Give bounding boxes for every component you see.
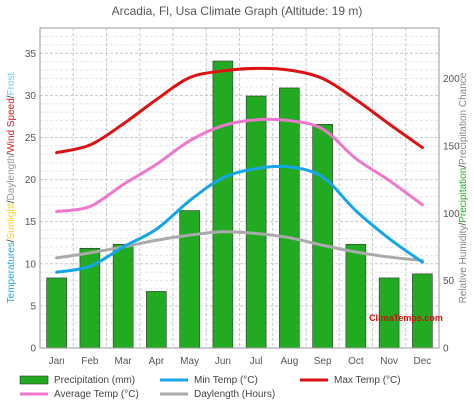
precipitation-bar <box>146 291 167 349</box>
precipitation-bar <box>179 210 200 349</box>
x-tick-label: Apr <box>149 356 165 367</box>
legend-label: Min Temp (°C) <box>194 375 258 386</box>
legend-label: Daylength (Hours) <box>194 389 275 400</box>
axis-title-part: Sunlight <box>6 203 17 239</box>
x-tick-label: Jul <box>250 356 263 367</box>
average-temp-line <box>55 117 424 214</box>
axis-title-part: / <box>6 95 17 98</box>
axis-title-part: Precipitation <box>458 168 469 223</box>
axis-title-part: Relative Humidity <box>458 226 469 304</box>
right-axis-title: Relative Humidity/Precipitation/Precipit… <box>458 72 469 303</box>
axis-title-part: / <box>458 165 469 168</box>
precipitation-bar <box>112 243 134 349</box>
x-tick-label: Mar <box>115 356 133 367</box>
axis-title-part: / <box>6 200 17 203</box>
x-tick-label: Dec <box>413 356 431 367</box>
x-tick-label: Oct <box>348 356 364 367</box>
x-tick-label: May <box>180 356 199 367</box>
axis-title-part: Precipitation Chance <box>458 72 469 165</box>
legend-label: Precipitation (mm) <box>54 375 135 386</box>
right-axis-ticks: 0 50 100 150 200 <box>443 74 460 354</box>
precipitation-bar <box>212 60 234 349</box>
right-tick-label: 150 <box>443 141 460 152</box>
left-axis-ticks: 0 5 10 15 20 25 30 35 <box>25 49 37 355</box>
axis-title-part: Daylength <box>6 155 17 200</box>
right-tick-label: 50 <box>443 276 455 287</box>
chart-title: Arcadia, Fl, Usa Climate Graph (Altitude… <box>112 4 363 18</box>
right-tick-label: 0 <box>443 344 449 355</box>
precipitation-bar <box>312 124 333 349</box>
min-temp-line <box>55 164 424 274</box>
axis-title-part: Temperatures <box>6 242 17 303</box>
left-axis-title: Temperatures/Sunlight/Daylength/Wind Spe… <box>6 72 17 303</box>
axis-title-part: / <box>458 223 469 226</box>
left-tick-label: 20 <box>25 175 37 186</box>
left-tick-label: 0 <box>30 344 36 355</box>
right-tick-label: 100 <box>443 209 460 220</box>
axis-title-part: / <box>6 239 17 242</box>
x-tick-label: Jan <box>49 356 65 367</box>
left-tick-label: 10 <box>25 259 37 270</box>
right-tick-label: 200 <box>443 74 460 85</box>
x-tick-label: Aug <box>280 356 298 367</box>
left-tick-label: 15 <box>25 217 37 228</box>
x-tick-label: Jun <box>215 356 231 367</box>
left-tick-label: 35 <box>25 49 37 60</box>
legend: Precipitation (mm) Min Temp (°C) Max Temp … <box>19 375 401 400</box>
precipitation-bar <box>245 95 267 349</box>
x-tick-label: Nov <box>380 356 398 367</box>
precipitation-bar <box>345 243 367 349</box>
x-axis-ticks: Jan Feb Mar Apr May Jun Jul Aug Sep Oct Nov Dec <box>49 356 432 367</box>
axis-title-part: Frost <box>6 72 17 95</box>
line-series <box>55 66 424 274</box>
legend-label: Average Temp (°C) <box>54 389 139 400</box>
precipitation-bar <box>46 277 67 349</box>
watermark: ClimaTemps.com <box>369 313 443 323</box>
legend-swatch <box>19 375 49 385</box>
precipitation-bar <box>412 273 433 349</box>
x-tick-label: Feb <box>81 356 99 367</box>
x-tick-label: Sep <box>314 356 332 367</box>
legend-label: Max Temp (°C) <box>334 375 401 386</box>
axis-title-part: Wind Speed <box>6 98 17 152</box>
left-tick-label: 5 <box>30 301 36 312</box>
axis-title-part: / <box>6 152 17 155</box>
precipitation-bar <box>279 87 300 349</box>
daylength-line <box>55 230 424 262</box>
left-tick-label: 25 <box>25 133 37 144</box>
max-temp-line <box>55 66 424 155</box>
left-tick-label: 30 <box>25 91 37 102</box>
plot-frame <box>39 27 440 349</box>
